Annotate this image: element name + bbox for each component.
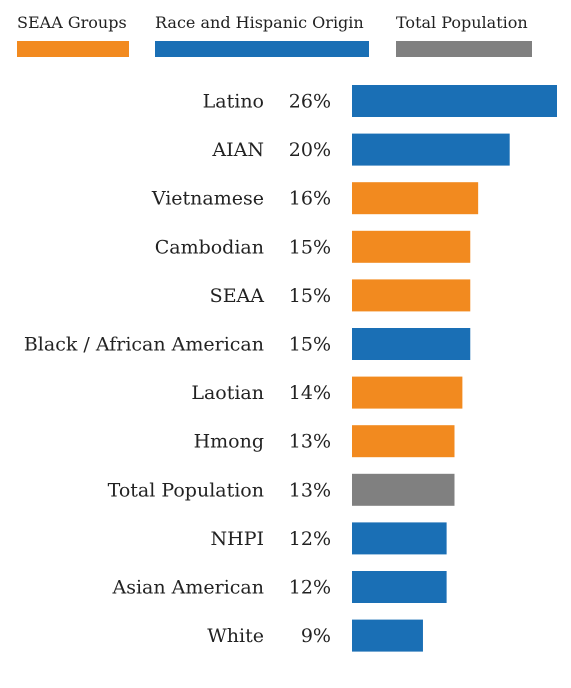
bar-seaa xyxy=(352,279,471,312)
bar-nhpi xyxy=(352,522,447,555)
category-label-white: White xyxy=(207,625,264,647)
bar-latino xyxy=(352,85,557,117)
legend-label: SEAA Groups xyxy=(17,13,127,32)
category-label-laotian: Laotian xyxy=(191,382,264,404)
category-label-cambodian: Cambodian xyxy=(155,236,264,258)
value-label-black-african-american: 15% xyxy=(289,334,331,356)
category-label-seaa: SEAA xyxy=(210,285,265,307)
category-label-aian: AIAN xyxy=(211,139,264,161)
value-label-total-population: 13% xyxy=(289,479,331,501)
value-label-seaa: 15% xyxy=(289,285,331,307)
bar-white xyxy=(352,619,423,652)
bar-asian-american xyxy=(352,571,447,603)
category-label-black-african-american: Black / African American xyxy=(24,334,264,356)
bar-vietnamese xyxy=(352,182,479,215)
legend-label: Race and Hispanic Origin xyxy=(155,13,364,32)
bar-aian xyxy=(352,133,510,166)
category-label-asian-american: Asian American xyxy=(112,577,265,599)
category-label-vietnamese: Vietnamese xyxy=(151,188,264,210)
bar-black-african-american xyxy=(352,328,471,360)
value-label-nhpi: 12% xyxy=(289,528,331,550)
bar-total-population xyxy=(352,473,455,506)
category-label-hmong: Hmong xyxy=(194,431,264,453)
value-label-asian-american: 12% xyxy=(289,577,331,599)
legend: SEAA Groups Race and Hispanic Origin Tot… xyxy=(0,10,571,60)
category-label-total-population: Total Population xyxy=(108,479,264,501)
category-label-latino: Latino xyxy=(203,91,264,113)
category-label-nhpi: NHPI xyxy=(211,528,264,550)
bar-laotian xyxy=(352,376,463,409)
value-label-white: 9% xyxy=(301,625,331,647)
legend-swatch-orange xyxy=(17,41,129,57)
value-label-laotian: 14% xyxy=(289,382,331,404)
value-label-aian: 20% xyxy=(289,139,331,161)
value-label-vietnamese: 16% xyxy=(289,188,331,210)
legend-label: Total Population xyxy=(396,13,528,32)
bar-cambodian xyxy=(352,230,471,263)
legend-swatch-gray xyxy=(396,41,532,57)
bar-hmong xyxy=(352,425,455,458)
value-label-hmong: 13% xyxy=(289,431,331,453)
value-label-latino: 26% xyxy=(289,91,331,113)
value-label-cambodian: 15% xyxy=(289,236,331,258)
legend-swatch-blue xyxy=(155,41,369,57)
